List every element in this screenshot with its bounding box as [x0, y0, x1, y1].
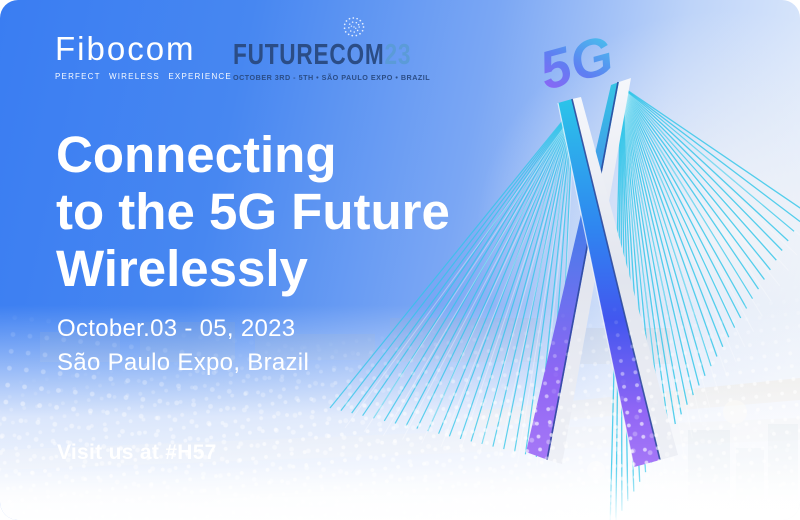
fibocom-logo: Fibocom PERFECT WIRELESS EXPERIENCE: [55, 30, 232, 81]
bottom-fade: [0, 465, 800, 520]
futurecom-year: 23: [384, 39, 412, 71]
headline-line-1: Connecting: [56, 126, 337, 183]
futurecom-text: FUTURECOM: [233, 39, 385, 71]
dotted-globe-icon: [343, 17, 365, 37]
fibocom-tagline: PERFECT WIRELESS EXPERIENCE: [55, 72, 232, 81]
futurecom-logo: FUTURECOM23 OCTOBER 3RD - 5TH • SÃO PAUL…: [233, 14, 462, 82]
event-date: October.03 - 05, 2023: [57, 315, 296, 342]
headline-line-2: to the 5G Future: [56, 183, 450, 240]
futurecom-wordmark: FUTURECOM23: [233, 41, 411, 70]
event-location: São Paulo Expo, Brazil: [57, 349, 310, 376]
fibocom-wordmark: Fibocom: [55, 30, 196, 67]
headline-line-3: Wirelessly: [56, 240, 308, 297]
futurecom-subtitle: OCTOBER 3RD - 5TH • SÃO PAULO EXPO • BRA…: [233, 73, 431, 82]
event-date-location: October.03 - 05, 2023 São Paulo Expo, Br…: [57, 312, 309, 380]
booth-callout: Visit us at #H57: [57, 441, 217, 464]
headline: Connecting to the 5G Future Wirelessly: [56, 126, 450, 297]
